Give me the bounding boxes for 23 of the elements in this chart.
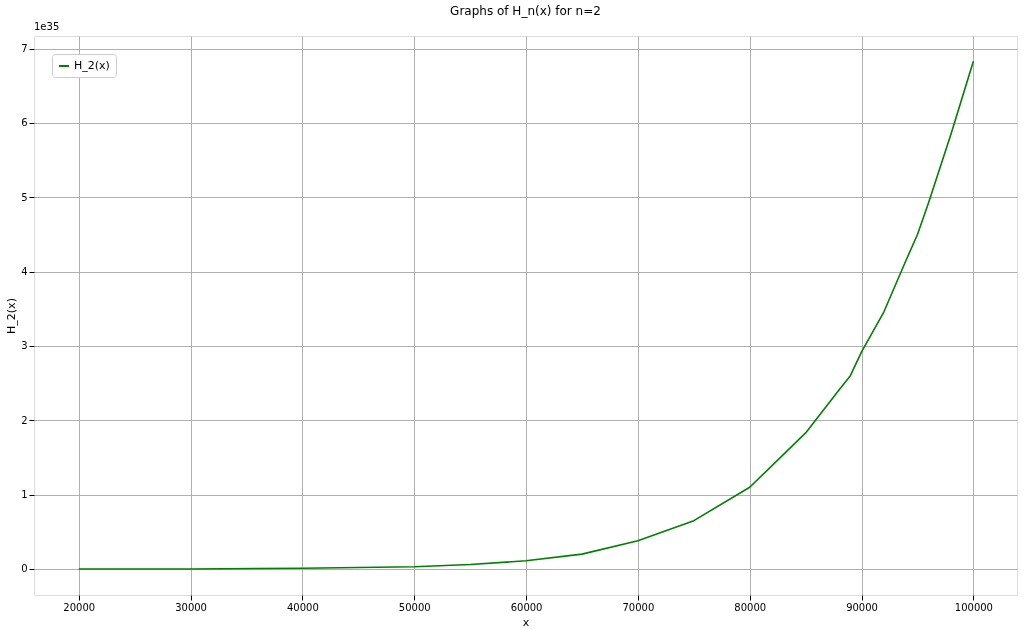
y-tick-label: 4 [21,266,28,278]
x-tick-label: 60000 [510,601,543,613]
x-tick-label: 30000 [175,601,207,613]
x-tick-label: 80000 [734,601,767,613]
text: 1e35 [34,21,60,32]
chart-title: Graphs of H_n(x) for n=2 [450,4,601,18]
legend-label: H_2(x) [74,59,110,72]
x-tick-label: 90000 [846,601,878,613]
x-axis-title: x [522,615,530,629]
y-tick-label: 6 [21,117,28,129]
x-tick-label: 40000 [286,601,319,613]
line-series [77,60,975,570]
y-axis-title: H_2(x) [5,298,19,334]
y-tick-label: 7 [21,43,28,55]
y-tick-label: 2 [21,414,28,426]
y-tick-label: 0 [21,563,28,575]
x-tick-label: 70000 [622,601,655,613]
x-tick-label: 20000 [63,601,96,613]
y-tick-label: 5 [21,191,28,203]
y-tick-label: 1 [21,489,28,501]
x-tick-label: 100000 [954,601,993,613]
x-tick-label: 50000 [398,601,431,613]
y-tick-label: 3 [21,340,28,352]
